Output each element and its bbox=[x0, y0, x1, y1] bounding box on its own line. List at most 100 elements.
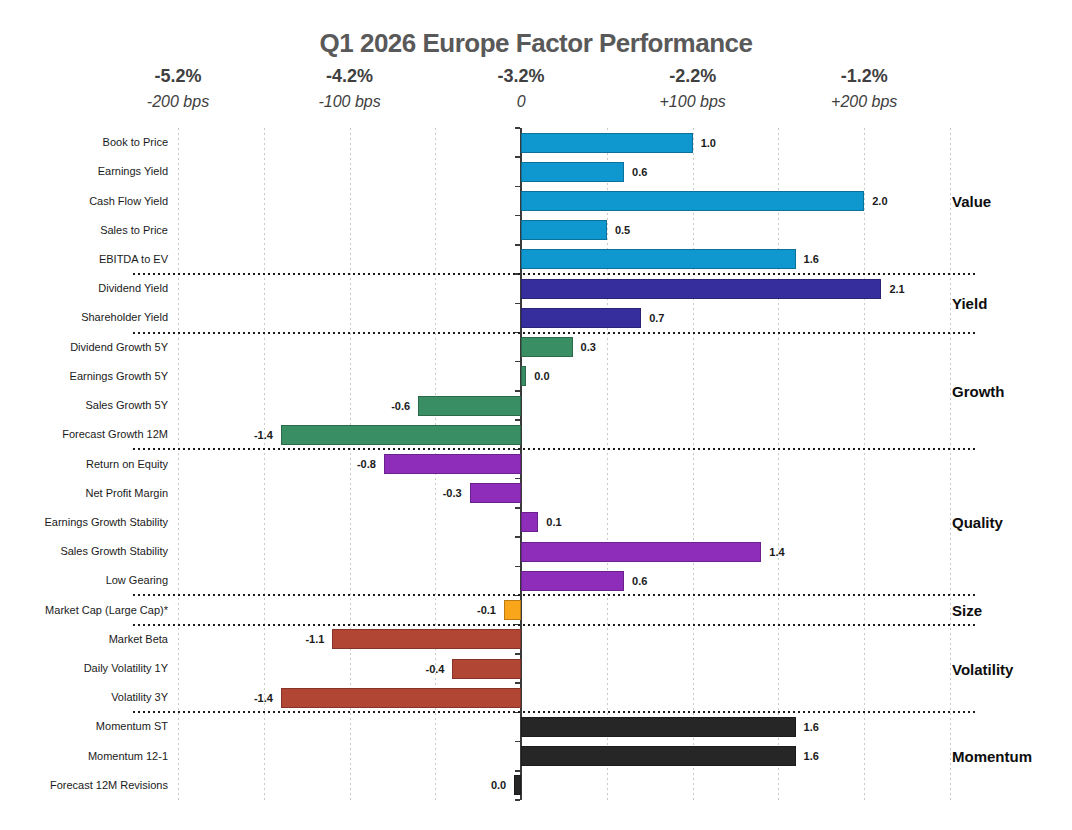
bar-value-label: 0.0 bbox=[491, 775, 506, 795]
factor-bar bbox=[504, 600, 521, 620]
factor-label: Net Profit Margin bbox=[0, 479, 168, 508]
factor-bar bbox=[521, 746, 795, 766]
factor-performance-chart: Q1 2026 Europe Factor Performance -5.2% -… bbox=[0, 0, 1072, 830]
bar-value-label: 0.3 bbox=[581, 337, 596, 357]
factor-label: Sales Growth Stability bbox=[0, 537, 168, 566]
bar-value-label: 1.6 bbox=[804, 746, 819, 766]
factor-label: Cash Flow Yield bbox=[0, 187, 168, 216]
gridline bbox=[864, 128, 865, 800]
axis-tick-percent-label: -1.2% bbox=[841, 66, 888, 87]
factor-bar bbox=[521, 308, 641, 328]
gridline bbox=[693, 128, 694, 800]
factor-bar bbox=[521, 133, 693, 153]
group-label: Value bbox=[952, 193, 991, 210]
axis-tick-mark bbox=[515, 215, 520, 217]
factor-label: Dividend Yield bbox=[0, 274, 168, 303]
bar-value-label: 0.6 bbox=[632, 571, 647, 591]
factor-label: Momentum ST bbox=[0, 712, 168, 741]
axis-tick-percent-label: -3.2% bbox=[498, 66, 545, 87]
axis-tick-mark bbox=[515, 361, 520, 363]
factor-label: Earnings Yield bbox=[0, 157, 168, 186]
factor-bar bbox=[521, 279, 881, 299]
bar-value-label: -0.6 bbox=[391, 396, 410, 416]
factor-label: Shareholder Yield bbox=[0, 303, 168, 332]
axis-tick-mark bbox=[515, 244, 520, 246]
factor-label: Sales to Price bbox=[0, 216, 168, 245]
axis-tick-mark bbox=[515, 390, 520, 392]
axis-tick-mark bbox=[515, 127, 520, 129]
axis-tick-mark bbox=[515, 653, 520, 655]
factor-bar bbox=[384, 454, 521, 474]
bar-value-label: -1.4 bbox=[254, 425, 273, 445]
axis-tick-mark bbox=[515, 186, 520, 188]
group-label: Quality bbox=[952, 514, 1003, 531]
gridline bbox=[778, 128, 779, 800]
group-separator bbox=[133, 448, 976, 450]
group-separator bbox=[133, 332, 976, 334]
bar-value-label: 0.6 bbox=[632, 162, 647, 182]
factor-label: Daily Volatility 1Y bbox=[0, 654, 168, 683]
axis-tick-bps-label: 0 bbox=[517, 93, 526, 111]
factor-label: Forecast Growth 12M bbox=[0, 420, 168, 449]
factor-bar bbox=[521, 571, 624, 591]
axis-tick-bps-label: -200 bps bbox=[147, 93, 209, 111]
factor-bar bbox=[521, 191, 864, 211]
factor-label: Earnings Growth 5Y bbox=[0, 362, 168, 391]
axis-tick-mark bbox=[515, 478, 520, 480]
bar-value-label: 1.4 bbox=[769, 542, 784, 562]
bar-value-label: 2.0 bbox=[872, 191, 887, 211]
factor-bar bbox=[521, 249, 795, 269]
axis-tick-mark bbox=[515, 741, 520, 743]
factor-label: Sales Growth 5Y bbox=[0, 391, 168, 420]
group-label: Volatility bbox=[952, 660, 1013, 677]
factor-label: Low Gearing bbox=[0, 566, 168, 595]
axis-tick-mark bbox=[515, 536, 520, 538]
factor-label: Book to Price bbox=[0, 128, 168, 157]
factor-bar bbox=[521, 220, 607, 240]
axis-tick-mark bbox=[515, 419, 520, 421]
gridline bbox=[607, 128, 608, 800]
group-label: Yield bbox=[952, 295, 987, 312]
group-separator bbox=[133, 711, 976, 713]
group-label: Size bbox=[952, 602, 982, 619]
axis-tick-bps-label: -100 bps bbox=[318, 93, 380, 111]
bar-value-label: 1.6 bbox=[804, 717, 819, 737]
gridline bbox=[950, 128, 951, 800]
axis-tick-mark bbox=[515, 799, 520, 801]
factor-bar bbox=[521, 366, 526, 386]
factor-label: Volatility 3Y bbox=[0, 683, 168, 712]
factor-bar bbox=[332, 629, 521, 649]
axis-tick-percent-label: -4.2% bbox=[326, 66, 373, 87]
bar-value-label: 1.6 bbox=[804, 249, 819, 269]
bar-value-label: 2.1 bbox=[889, 279, 904, 299]
chart-title: Q1 2026 Europe Factor Performance bbox=[0, 28, 1072, 59]
axis-tick-mark bbox=[515, 303, 520, 305]
factor-label: Momentum 12-1 bbox=[0, 742, 168, 771]
factor-bar bbox=[521, 337, 572, 357]
factor-bar bbox=[521, 542, 761, 562]
bar-value-label: -1.1 bbox=[305, 629, 324, 649]
axis-tick-mark bbox=[515, 770, 520, 772]
axis-tick-mark bbox=[515, 156, 520, 158]
factor-bar bbox=[514, 775, 521, 795]
factor-label: Market Beta bbox=[0, 625, 168, 654]
bar-value-label: 0.1 bbox=[546, 512, 561, 532]
bar-value-label: -0.3 bbox=[443, 483, 462, 503]
bar-value-label: -1.4 bbox=[254, 688, 273, 708]
axis-tick-percent-label: -5.2% bbox=[154, 66, 201, 87]
factor-bar bbox=[281, 425, 521, 445]
factor-bar bbox=[452, 659, 521, 679]
bar-value-label: -0.8 bbox=[357, 454, 376, 474]
group-label: Growth bbox=[952, 382, 1005, 399]
axis-tick-mark bbox=[515, 682, 520, 684]
group-separator bbox=[133, 594, 976, 596]
bar-value-label: -0.4 bbox=[426, 659, 445, 679]
bar-value-label: 0.0 bbox=[534, 366, 549, 386]
group-separator bbox=[133, 624, 976, 626]
factor-label: Market Cap (Large Cap)* bbox=[0, 596, 168, 625]
factor-bar bbox=[521, 717, 795, 737]
bar-value-label: 0.5 bbox=[615, 220, 630, 240]
axis-tick-mark bbox=[515, 507, 520, 509]
group-label: Momentum bbox=[952, 748, 1032, 765]
factor-label: EBITDA to EV bbox=[0, 245, 168, 274]
